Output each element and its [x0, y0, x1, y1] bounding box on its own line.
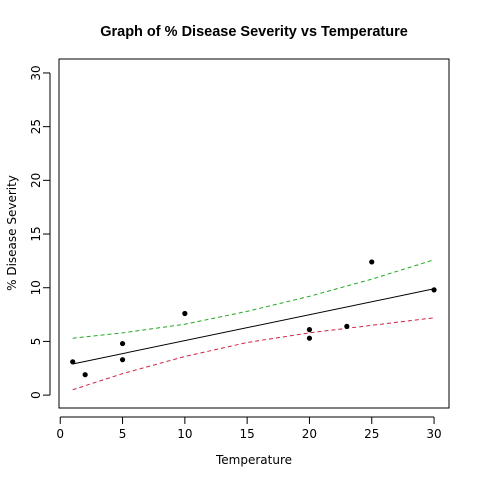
y-tick-label: 15 [29, 226, 43, 241]
data-point [82, 372, 88, 378]
x-tick-label: 30 [426, 427, 441, 441]
x-tick-label: 25 [364, 427, 379, 441]
data-point [369, 259, 375, 265]
lower-confidence-band [72, 317, 435, 391]
y-axis-label: % Disease Severity [5, 175, 19, 291]
y-tick-label: 30 [29, 65, 43, 80]
regression-line [72, 288, 435, 365]
data-point [306, 327, 313, 333]
x-tick-label: 0 [56, 427, 64, 441]
y-tick-label: 5 [29, 338, 43, 346]
data-point [119, 340, 126, 347]
data-point [119, 357, 126, 363]
plot-frame [58, 58, 450, 409]
upper-confidence-band [72, 259, 435, 339]
x-tick-label: 10 [177, 427, 192, 441]
x-axis: 0 5 10 15 20 25 30 [56, 416, 442, 441]
series-layer [70, 259, 437, 391]
y-tick-label: 20 [29, 173, 43, 188]
y-tick-label: 10 [29, 280, 43, 295]
x-tick-label: 5 [119, 427, 127, 441]
y-tick-label: 25 [29, 119, 43, 134]
y-tick-label: 0 [29, 391, 43, 399]
data-point [344, 323, 350, 329]
data-point [70, 359, 76, 365]
data-point [306, 335, 313, 341]
x-tick-label: 20 [302, 427, 317, 441]
y-axis: 0 5 10 15 20 25 30 [29, 65, 51, 399]
data-point [182, 310, 188, 317]
chart-title: Graph of % Disease Severity vs Temperatu… [100, 24, 408, 40]
data-point [431, 287, 437, 293]
x-axis-label: Temperature [215, 453, 292, 467]
x-tick-label: 15 [240, 427, 255, 441]
